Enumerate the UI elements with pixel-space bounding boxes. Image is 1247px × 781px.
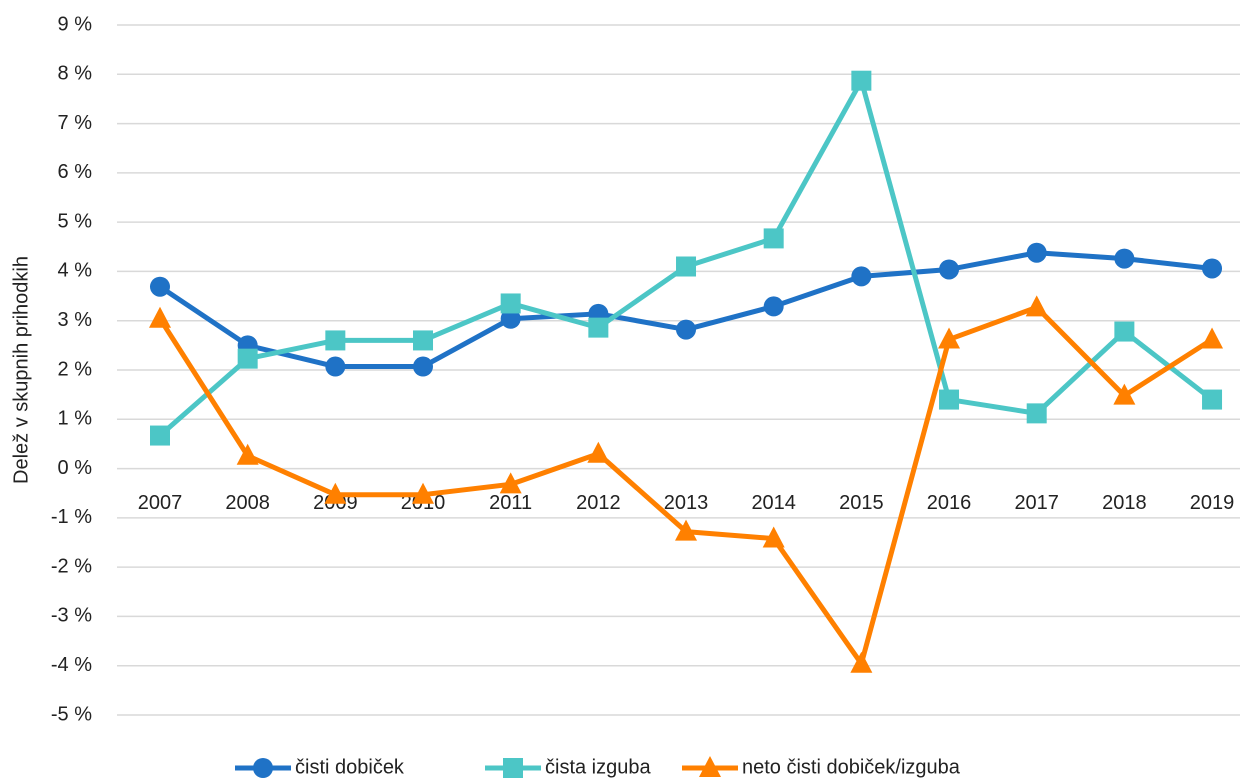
marker: [762, 526, 785, 548]
marker: [1026, 242, 1047, 263]
marker: [676, 256, 697, 277]
legend-item: čisti dobiček: [235, 756, 405, 778]
marker: [253, 758, 273, 778]
marker: [412, 482, 435, 504]
marker: [851, 266, 872, 287]
y-tick-label: 7 %: [58, 112, 93, 134]
y-tick-label: 8 %: [58, 63, 93, 85]
x-tick-label: 2019: [1190, 492, 1235, 514]
x-tick-label: 2008: [225, 492, 270, 514]
x-tick-label: 2013: [664, 492, 709, 514]
x-tick-label: 2014: [751, 492, 796, 514]
marker: [503, 758, 523, 778]
marker: [500, 308, 521, 329]
y-tick-label: -3 %: [51, 605, 92, 627]
marker: [237, 348, 258, 369]
marker: [699, 756, 721, 777]
marker: [1113, 383, 1136, 405]
y-tick-label: 6 %: [58, 161, 93, 183]
y-axis-label: Delež v skupnih prihodkih: [10, 256, 32, 484]
marker: [413, 356, 434, 377]
marker: [325, 330, 346, 351]
marker: [1202, 258, 1223, 279]
marker: [587, 441, 610, 463]
marker: [850, 651, 873, 673]
x-tick-label: 2011: [489, 492, 532, 514]
y-tick-label: 5 %: [58, 210, 93, 232]
marker: [149, 306, 171, 328]
y-tick-label: -5 %: [51, 703, 92, 725]
x-tick-label: 2018: [1102, 492, 1147, 514]
y-tick-label: 1 %: [58, 408, 93, 430]
x-tick-label: 2017: [1014, 492, 1059, 514]
marker: [325, 356, 346, 377]
legend-item: čista izguba: [485, 756, 651, 778]
marker: [236, 443, 259, 465]
marker: [675, 519, 698, 541]
marker: [413, 330, 434, 351]
marker: [851, 70, 872, 91]
legend-label: čisti dobiček: [295, 756, 405, 778]
marker: [1114, 248, 1135, 269]
marker: [939, 389, 960, 410]
x-tick-label: 2007: [138, 492, 183, 514]
marker: [676, 319, 697, 340]
marker: [763, 296, 784, 317]
y-tick-label: 9 %: [58, 13, 93, 35]
x-tick-label: 2015: [839, 492, 884, 514]
y-tick-label: 3 %: [58, 309, 93, 331]
marker: [500, 293, 521, 314]
marker: [938, 327, 961, 349]
y-tick-label: -4 %: [51, 654, 92, 676]
x-tick-label: 2012: [576, 492, 621, 514]
marker: [1026, 403, 1047, 424]
marker: [939, 259, 960, 280]
legend-item: neto čisti dobiček/izguba: [682, 756, 961, 778]
marker: [588, 317, 609, 338]
y-tick-label: -1 %: [51, 506, 92, 528]
marker: [324, 482, 347, 504]
legend-label: čista izguba: [545, 756, 651, 778]
y-tick-label: 2 %: [58, 358, 93, 380]
marker: [150, 425, 170, 446]
marker: [1201, 327, 1224, 349]
marker: [1114, 321, 1135, 342]
marker: [1202, 389, 1223, 410]
y-tick-label: -2 %: [51, 555, 92, 577]
marker: [1025, 295, 1048, 317]
marker: [499, 472, 522, 494]
y-tick-label: 0 %: [58, 457, 93, 479]
x-tick-label: 2016: [927, 492, 972, 514]
legend-label: neto čisti dobiček/izguba: [742, 756, 961, 778]
marker: [763, 228, 784, 249]
marker: [150, 276, 170, 297]
y-tick-label: 4 %: [58, 260, 93, 282]
